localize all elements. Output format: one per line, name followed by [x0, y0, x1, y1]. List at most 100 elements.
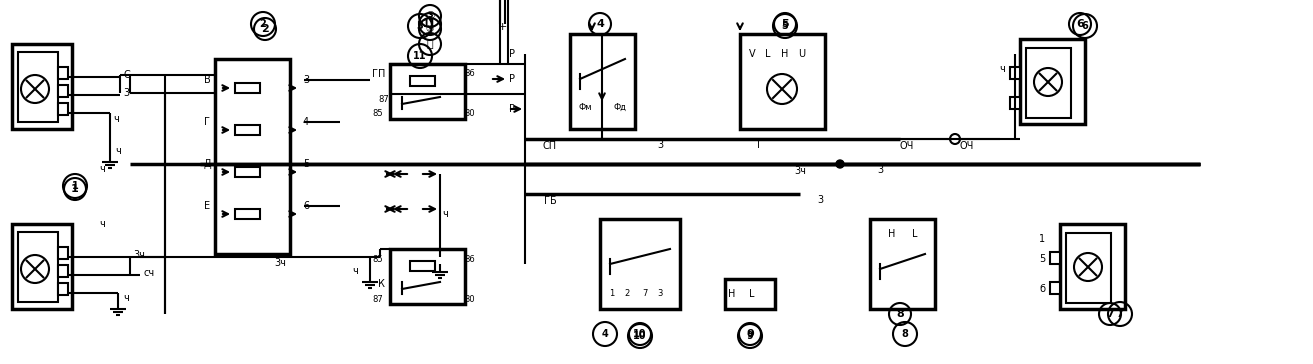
Text: К: К — [378, 279, 385, 289]
Text: L: L — [765, 49, 771, 59]
Bar — [410, 261, 435, 271]
Text: 1: 1 — [72, 181, 79, 191]
Text: 9: 9 — [746, 329, 754, 339]
Bar — [58, 247, 68, 259]
Text: 85: 85 — [373, 110, 383, 119]
Text: 3: 3 — [123, 88, 129, 98]
Text: 2: 2 — [260, 19, 267, 29]
Text: 87: 87 — [378, 95, 389, 103]
Text: СП: СП — [544, 141, 557, 151]
Text: Фд: Фд — [613, 103, 626, 111]
Text: 3: 3 — [303, 75, 309, 85]
Bar — [725, 279, 775, 309]
Text: ③: ③ — [425, 11, 435, 21]
Text: 1: 1 — [609, 289, 614, 298]
Text: 86: 86 — [465, 254, 475, 264]
Bar — [1020, 39, 1085, 124]
Text: ч: ч — [113, 114, 118, 124]
Text: 5: 5 — [781, 21, 788, 31]
Text: Е: Е — [204, 201, 210, 211]
Text: ч: ч — [98, 219, 105, 229]
Bar — [390, 249, 465, 304]
Bar — [235, 209, 260, 219]
Text: 7: 7 — [642, 289, 647, 298]
Text: 8: 8 — [902, 329, 909, 339]
Text: 87: 87 — [373, 294, 383, 304]
Text: 5: 5 — [1039, 254, 1045, 264]
Text: L: L — [750, 289, 755, 299]
Bar — [741, 34, 825, 129]
Text: Н: Н — [781, 49, 789, 59]
Text: ОЧ: ОЧ — [899, 141, 914, 151]
Bar — [1010, 67, 1020, 79]
Text: 10: 10 — [633, 331, 647, 341]
Text: ③: ③ — [425, 24, 435, 34]
Text: Н: Н — [729, 289, 735, 299]
Bar — [390, 64, 465, 119]
Text: Г: Г — [758, 140, 763, 150]
Text: ч: ч — [116, 146, 121, 156]
Text: 6: 6 — [1082, 21, 1088, 31]
Text: 8: 8 — [897, 309, 903, 319]
Text: ГП: ГП — [372, 69, 386, 79]
Text: 3: 3 — [656, 140, 663, 150]
Text: 11: 11 — [423, 19, 437, 29]
Bar — [1050, 252, 1060, 264]
Bar — [1060, 224, 1125, 309]
Bar — [58, 85, 68, 97]
Text: 2: 2 — [625, 289, 630, 298]
Text: 10: 10 — [633, 329, 647, 339]
Text: 3: 3 — [817, 195, 823, 205]
Bar — [871, 219, 935, 309]
Text: Г: Г — [204, 117, 210, 127]
Bar — [58, 283, 68, 295]
Bar — [1066, 233, 1111, 303]
Bar — [410, 76, 435, 86]
Text: 86: 86 — [465, 70, 475, 79]
Text: 30: 30 — [465, 110, 475, 119]
Text: Н: Н — [889, 229, 895, 239]
Text: 7: 7 — [1116, 309, 1124, 319]
Circle shape — [836, 160, 844, 168]
Bar — [600, 219, 680, 309]
Bar — [1050, 282, 1060, 294]
Text: 2: 2 — [261, 24, 269, 34]
Text: ОЧ: ОЧ — [960, 141, 974, 151]
Text: 4: 4 — [596, 19, 604, 29]
Text: 3: 3 — [658, 289, 663, 298]
Bar — [570, 34, 635, 129]
Text: 7: 7 — [1106, 309, 1113, 319]
Text: 9: 9 — [747, 331, 754, 341]
Text: 3ч: 3ч — [274, 258, 286, 268]
Text: С: С — [123, 70, 130, 80]
Text: +: + — [498, 22, 507, 32]
Bar — [58, 67, 68, 79]
Bar — [58, 265, 68, 277]
Bar — [235, 167, 260, 177]
Text: 1: 1 — [71, 184, 79, 194]
Text: ч: ч — [98, 164, 105, 174]
Bar — [12, 44, 72, 129]
Bar — [58, 103, 68, 115]
Text: 5: 5 — [303, 159, 309, 169]
Text: 6: 6 — [303, 201, 309, 211]
Text: 3: 3 — [416, 21, 423, 31]
Bar — [215, 59, 290, 254]
Text: Д: Д — [204, 159, 211, 169]
Text: 4: 4 — [601, 329, 608, 339]
Text: U: U — [798, 49, 806, 59]
Text: 11: 11 — [414, 51, 427, 61]
Text: 6: 6 — [1077, 19, 1085, 29]
Text: L: L — [913, 229, 918, 239]
Bar — [1025, 48, 1071, 118]
Bar — [235, 83, 260, 93]
Text: сч: сч — [143, 268, 154, 278]
Text: б: б — [1039, 284, 1045, 294]
Text: ч: ч — [123, 293, 129, 303]
Bar — [18, 232, 58, 302]
Text: V: V — [748, 49, 755, 59]
Text: 5: 5 — [781, 19, 789, 29]
Text: ⑪: ⑪ — [427, 39, 433, 49]
Text: 1: 1 — [1039, 234, 1045, 244]
Text: Р: Р — [509, 74, 515, 84]
